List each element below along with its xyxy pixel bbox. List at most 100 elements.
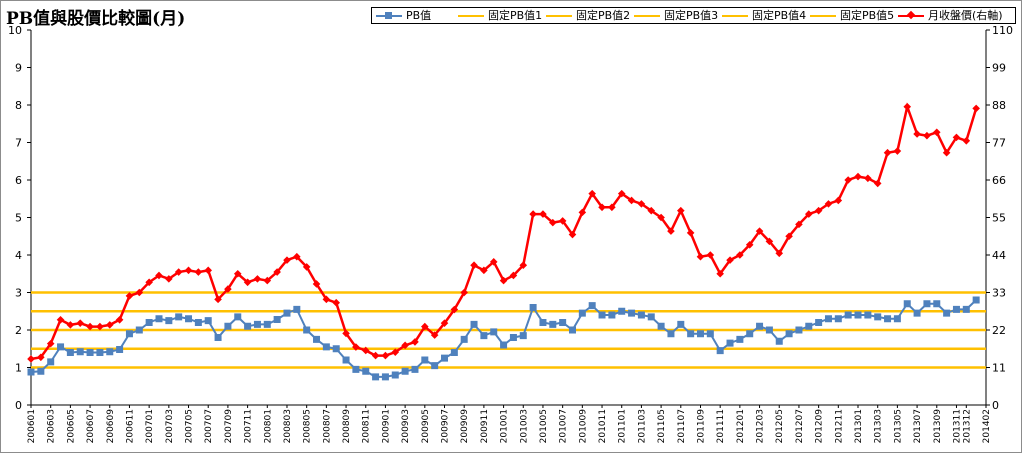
- pb-point: [529, 304, 537, 311]
- price-point: [608, 203, 616, 212]
- y-right-tick-label: 0: [992, 399, 999, 412]
- pb-point: [421, 356, 429, 364]
- pb-point: [677, 320, 685, 328]
- price-point: [686, 229, 695, 237]
- x-tick-label: 201105: [657, 409, 667, 443]
- pb-point: [559, 319, 567, 326]
- price-series-line: [30, 102, 978, 361]
- price-point: [115, 315, 124, 324]
- price-point: [696, 252, 705, 261]
- pb-point: [578, 309, 586, 317]
- price-point: [165, 275, 173, 283]
- pb-point: [106, 348, 114, 356]
- price-point: [352, 343, 360, 351]
- price-point: [174, 268, 183, 276]
- pb-point: [943, 309, 951, 317]
- y-left-tick-label: 3: [15, 287, 22, 300]
- pb-point: [628, 309, 636, 317]
- x-tick-label: 200805: [303, 409, 313, 443]
- pb-point: [116, 346, 124, 353]
- x-tick-label: 200807: [322, 409, 332, 443]
- pb-point: [431, 362, 439, 370]
- y-left-tick-label: 9: [15, 62, 22, 75]
- price-point: [854, 172, 862, 181]
- x-tick-label: 201103: [637, 409, 647, 443]
- legend-ref4-label: 固定PB值4: [752, 9, 807, 22]
- price-point: [125, 292, 134, 300]
- pb-point: [185, 315, 193, 323]
- x-tick-label: 201211: [834, 409, 844, 443]
- price-point: [342, 329, 350, 338]
- pb-point: [805, 322, 813, 330]
- pb-point: [736, 335, 744, 343]
- pb-point: [381, 373, 389, 381]
- price-point: [726, 256, 734, 264]
- pb-point: [47, 358, 55, 366]
- pb-point: [214, 334, 222, 341]
- x-tick-label: 200911: [480, 409, 490, 443]
- pb-point: [568, 326, 576, 334]
- price-point: [745, 240, 754, 249]
- x-tick-label: 200901: [381, 409, 391, 443]
- price-point: [470, 261, 478, 270]
- pb-point: [401, 367, 409, 375]
- pb-point: [224, 322, 232, 330]
- price-point: [814, 206, 823, 215]
- price-point: [903, 102, 912, 111]
- pb-point: [27, 368, 35, 376]
- x-tick-label: 201209: [815, 409, 825, 444]
- pb-point: [303, 326, 311, 334]
- price-point: [578, 208, 587, 217]
- price-point: [86, 322, 94, 331]
- price-point: [913, 130, 921, 138]
- legend-ref1-label: 固定PB值1: [488, 9, 543, 22]
- y-left-tick-label: 0: [15, 399, 22, 412]
- x-tick-label: 201003: [519, 409, 529, 443]
- price-point: [932, 128, 941, 137]
- price-point: [598, 203, 606, 212]
- pb-point: [844, 311, 852, 319]
- y-right-tick-label: 66: [992, 174, 1006, 187]
- pb-point: [509, 334, 517, 341]
- x-tick-label: 201001: [500, 409, 510, 443]
- price-point: [105, 321, 114, 329]
- legend-ref5-label: 固定PB值5: [840, 9, 895, 22]
- price-point: [755, 227, 764, 235]
- legend-ref2-line: [546, 15, 572, 17]
- x-tick-label: 201007: [559, 409, 569, 443]
- price-point: [155, 271, 163, 280]
- price-point: [804, 210, 813, 218]
- pb-point: [913, 309, 921, 317]
- pb-point: [253, 320, 261, 328]
- legend-ref3-line: [634, 15, 660, 17]
- x-tick-label: 201203: [756, 409, 766, 443]
- pb-point: [637, 311, 645, 319]
- price-point: [785, 232, 793, 241]
- x-tick-label: 200707: [204, 409, 214, 443]
- price-point: [480, 266, 488, 275]
- pb-point: [500, 341, 508, 349]
- pb-point: [352, 365, 360, 373]
- x-tick-label: 201307: [913, 409, 923, 443]
- y-right-tick-label: 55: [992, 212, 1006, 225]
- price-point: [627, 196, 636, 205]
- x-tick-label: 201305: [893, 409, 903, 443]
- x-tick-label: 200803: [283, 409, 293, 443]
- y-left-tick-label: 4: [15, 249, 22, 262]
- price-point: [962, 136, 971, 145]
- x-tick-label: 200605: [66, 409, 76, 443]
- y-left-tick-label: 5: [15, 212, 22, 225]
- pb-point: [204, 317, 212, 325]
- price-point: [873, 179, 882, 188]
- price-point: [736, 251, 744, 259]
- legend: PB值 固定PB值1 固定PB值2 固定PB值3 固定PB值4 固定PB值5 月…: [371, 7, 1016, 24]
- price-point: [322, 295, 331, 304]
- legend-pb-label: PB值: [406, 9, 432, 22]
- price-point: [381, 351, 390, 360]
- price-point: [243, 278, 252, 287]
- price-point: [775, 249, 784, 258]
- price-point: [66, 321, 75, 329]
- price-point: [588, 189, 596, 198]
- price-point: [489, 258, 498, 266]
- price-point: [76, 319, 85, 327]
